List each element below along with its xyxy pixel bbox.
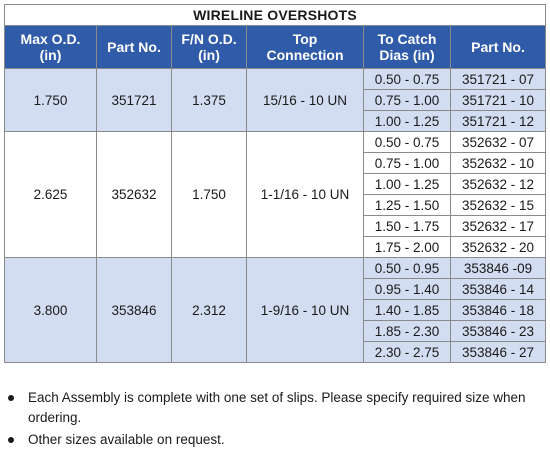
cell-sub-part-no: 352632 - 07 xyxy=(449,131,547,153)
cell-sub-part-no: 353846 - 23 xyxy=(449,320,547,342)
cell-catch-range: 1.00 - 1.25 xyxy=(363,110,451,132)
cell-catch-range: 2.30 - 2.75 xyxy=(363,341,451,363)
table-row: 1.50 - 1.75 352632 - 17 xyxy=(5,215,547,237)
note-text: Each Assembly is complete with one set o… xyxy=(28,390,526,425)
cell-part-no: 353846 xyxy=(96,257,172,363)
overshots-spec-sheet: WIRELINE OVERSHOTS Max O.D. (in) Part No.… xyxy=(3,4,547,447)
table-row: 2.30 - 2.75 353846 - 27 xyxy=(5,341,547,363)
table-body: 1.750 351721 1.375 15/16 - 10 UN 0.50 - 0.75… xyxy=(4,68,547,363)
cell-sub-part-no: 353846 -09 xyxy=(449,257,547,279)
cell-catch-range: 0.50 - 0.75 xyxy=(363,131,451,153)
table-row: 1.750 351721 1.375 15/16 - 10 UN 0.50 - 0.75… xyxy=(4,68,547,132)
cell-sub-part-no: 353846 - 18 xyxy=(449,299,547,321)
cell-part-no: 351721 xyxy=(96,68,172,132)
header-sub-part-no: Part No. xyxy=(449,25,547,69)
cell-catch-range: 0.75 - 1.00 xyxy=(363,152,451,174)
cell-fn-od: 2.312 xyxy=(171,257,247,363)
cell-sub-part-no: 351721 - 10 xyxy=(449,89,547,111)
table-row: 1.40 - 1.85 353846 - 18 xyxy=(5,299,547,321)
header-part-no: Part No. xyxy=(96,25,172,69)
header-top-connection: Top Connection xyxy=(246,25,364,69)
cell-sub-part-no: 351721 - 12 xyxy=(449,110,547,132)
table-row: 3.800 353846 2.312 1-9/16 - 10 UN 0.50 - 0.9… xyxy=(4,257,547,363)
table-row: 2.625 352632 1.750 1-1/16 - 10 UN 0.50 - 0.7… xyxy=(4,131,547,258)
cell-top-connection: 15/16 - 10 UN xyxy=(246,68,364,132)
cell-sub-part-no: 352632 - 20 xyxy=(449,236,547,258)
cell-catch-range: 1.50 - 1.75 xyxy=(363,215,451,237)
header-to-catch-dias: To Catch Dias (in) xyxy=(363,25,451,69)
cell-sub-part-no: 352632 - 10 xyxy=(449,152,547,174)
cell-catch-range: 0.50 - 0.95 xyxy=(363,257,451,279)
table-title: WIRELINE OVERSHOTS xyxy=(3,4,547,26)
header-row: Max O.D. (in) Part No. F/N O.D. (in) Top Co… xyxy=(4,25,547,69)
cell-sub-part-no: 352632 - 17 xyxy=(449,215,547,237)
cell-max-od: 1.750 xyxy=(4,68,97,132)
wireline-overshots-table: WIRELINE OVERSHOTS Max O.D. (in) Part No.… xyxy=(3,4,547,363)
cell-top-connection: 1-1/16 - 10 UN xyxy=(246,131,364,258)
note-item: Each Assembly is complete with one set o… xyxy=(4,388,545,428)
cell-sub-part-no: 352632 - 15 xyxy=(449,194,547,216)
table-row: 0.75 - 1.00 351721 - 10 xyxy=(5,89,547,111)
cell-catch-range: 0.75 - 1.00 xyxy=(363,89,451,111)
cell-catch-range: 1.40 - 1.85 xyxy=(363,299,451,321)
cell-sub-part-no: 352632 - 12 xyxy=(449,173,547,195)
table-row: 1.00 - 1.25 351721 - 12 xyxy=(5,110,547,132)
header-fn-od: F/N O.D. (in) xyxy=(171,25,247,69)
table-row: 1.85 - 2.30 353846 - 23 xyxy=(5,320,547,342)
cell-catch-range: 1.25 - 1.50 xyxy=(363,194,451,216)
table-row: 1.25 - 1.50 352632 - 15 xyxy=(5,194,547,216)
cell-max-od: 2.625 xyxy=(4,131,97,258)
note-text: Other sizes available on request. xyxy=(28,432,225,447)
cell-fn-od: 1.750 xyxy=(171,131,247,258)
cell-catch-range: 1.85 - 2.30 xyxy=(363,320,451,342)
note-item: Other sizes available on request. xyxy=(4,430,545,450)
table-row: 0.75 - 1.00 352632 - 10 xyxy=(5,152,547,174)
cell-sub-part-no: 353846 - 27 xyxy=(449,341,547,363)
notes-list: Each Assembly is complete with one set o… xyxy=(4,388,545,452)
cell-catch-range: 1.00 - 1.25 xyxy=(363,173,451,195)
header-max-od: Max O.D. (in) xyxy=(4,25,97,69)
bullet-icon xyxy=(8,395,14,401)
cell-sub-part-no: 353846 - 14 xyxy=(449,278,547,300)
cell-catch-range: 0.50 - 0.75 xyxy=(363,68,451,90)
cell-top-connection: 1-9/16 - 10 UN xyxy=(246,257,364,363)
cell-catch-range: 1.75 - 2.00 xyxy=(363,236,451,258)
table-row: 1.75 - 2.00 352632 - 20 xyxy=(5,236,547,258)
cell-max-od: 3.800 xyxy=(4,257,97,363)
table-row: 0.95 - 1.40 353846 - 14 xyxy=(5,278,547,300)
bullet-icon xyxy=(8,437,14,443)
cell-catch-range: 0.95 - 1.40 xyxy=(363,278,451,300)
cell-part-no: 352632 xyxy=(96,131,172,258)
cell-fn-od: 1.375 xyxy=(171,68,247,132)
cell-sub-part-no: 351721 - 07 xyxy=(449,68,547,90)
